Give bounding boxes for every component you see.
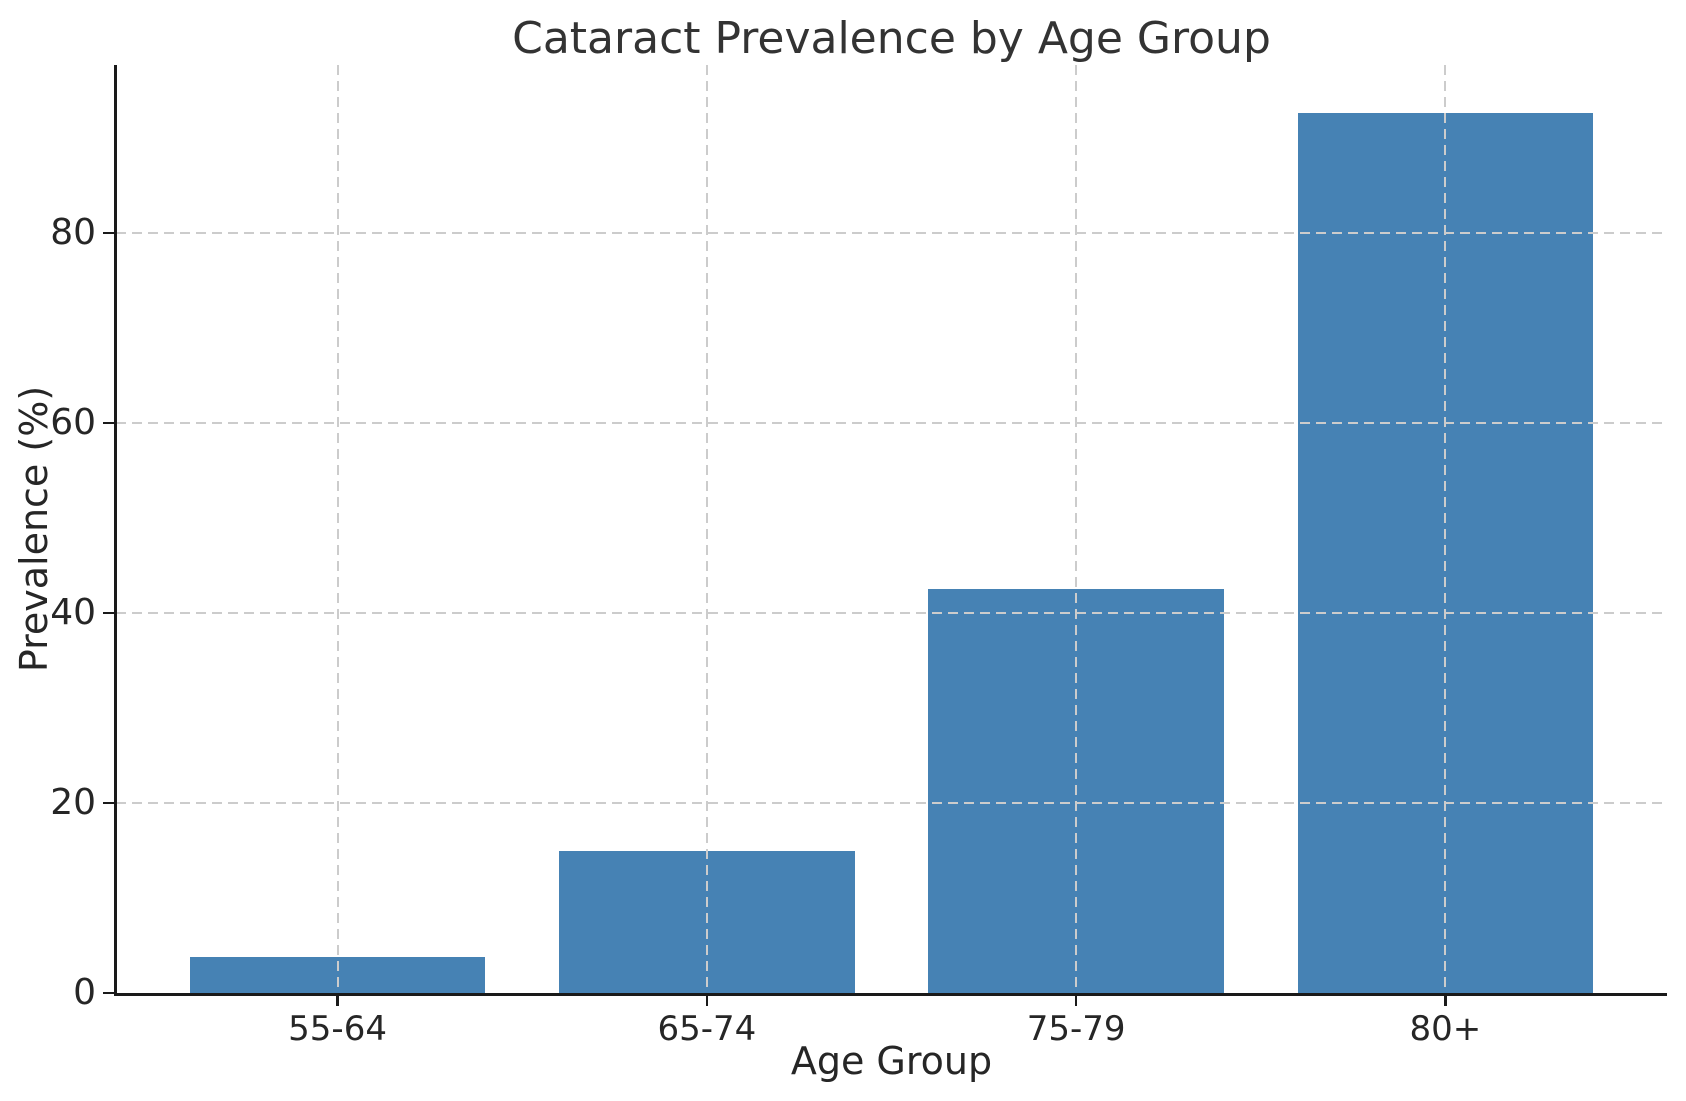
y-axis-spine: [114, 65, 117, 995]
y-tick-label-20: 20: [50, 782, 96, 824]
horizontal-gridline-40: [116, 612, 1667, 615]
horizontal-gridline-20: [116, 802, 1667, 805]
x-tick-label-55-64: 55-64: [288, 1009, 387, 1049]
x-tick-label-75-79: 75-79: [1026, 1009, 1126, 1049]
x-tick-mark-65-74: [705, 995, 709, 1006]
x-axis-label: Age Group: [790, 1039, 993, 1083]
x-axis-spine: [114, 993, 1667, 996]
y-tick-mark-60: [103, 421, 114, 425]
vertical-gridline-75-79: [1075, 65, 1078, 993]
x-tick-mark-80+: [1444, 995, 1447, 1006]
y-tick-label-0: 0: [73, 972, 96, 1013]
gridlines-layer: [116, 65, 1667, 993]
chart-title: Cataract Prevalence by Age Group: [512, 13, 1271, 64]
y-tick-mark-40: [103, 611, 114, 615]
plot-area: 0 20 40 60 80 55-64 65-74 75-79 80+: [50, 65, 1667, 1049]
y-tick-label-80: 80: [50, 212, 96, 254]
y-axis-label: Prevalence (%): [12, 385, 56, 673]
horizontal-gridline-60: [116, 422, 1667, 425]
vertical-gridline-65-74: [705, 65, 708, 993]
x-tick-mark-75-79: [1074, 995, 1078, 1006]
y-tick-label-40: 40: [50, 592, 96, 634]
x-tick-label-80+: 80+: [1409, 1009, 1482, 1049]
y-tick-mark-20: [103, 801, 114, 805]
vertical-gridline-80+: [1444, 65, 1447, 993]
axes-layer: 0 20 40 60 80 55-64 65-74 75-79 80+: [50, 65, 1667, 1049]
x-tick-mark-55-64: [336, 995, 339, 1006]
x-tick-label-65-74: 65-74: [657, 1009, 757, 1049]
y-tick-mark-80: [103, 231, 114, 235]
y-tick-label-60: 60: [50, 402, 96, 444]
horizontal-gridline-80: [116, 232, 1667, 235]
y-tick-mark-0: [103, 991, 114, 995]
vertical-gridline-55-64: [336, 65, 339, 993]
